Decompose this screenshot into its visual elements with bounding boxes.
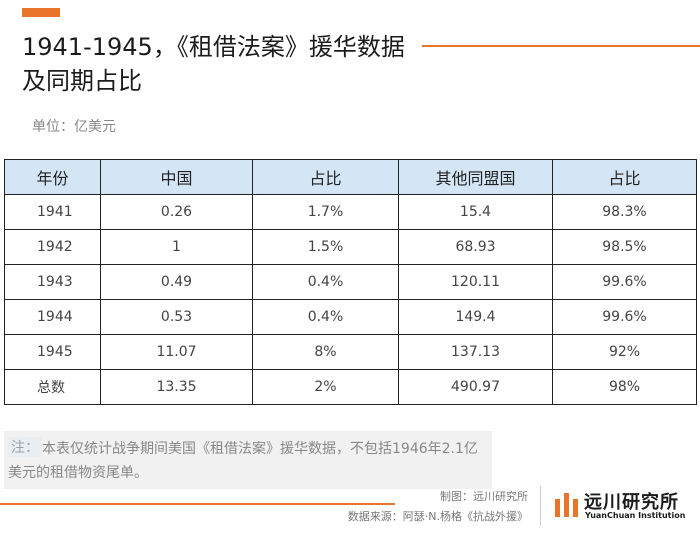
cell-china: 13.35	[100, 369, 253, 405]
cell-year: 总数	[4, 369, 101, 405]
chart-maker-credit: 制图：远川研究所	[440, 490, 528, 503]
column-header-year: 年份	[4, 159, 101, 195]
cell-china: 0.53	[100, 299, 253, 335]
footer-accent-line	[0, 503, 395, 505]
column-header-allies-share: 占比	[552, 159, 697, 195]
cell-other-allies: 15.4	[398, 194, 553, 230]
unit-label: 单位：亿美元	[32, 119, 116, 135]
cell-china-share: 0.4%	[252, 264, 399, 300]
table-row: 1945 11.07 8% 137.13 92%	[4, 334, 697, 370]
cell-china-share: 0.4%	[252, 299, 399, 335]
cell-other-allies: 137.13	[398, 334, 553, 370]
table-row: 1943 0.49 0.4% 120.11 99.6%	[4, 264, 697, 300]
cell-other-allies: 149.4	[398, 299, 553, 335]
cell-allies-share: 98.3%	[552, 194, 697, 230]
cell-other-allies: 120.11	[398, 264, 553, 300]
cell-china-share: 1.5%	[252, 229, 399, 265]
cell-year: 1944	[4, 299, 101, 335]
table-header-row: 年份 中国 占比 其他同盟国 占比	[4, 159, 697, 195]
note-text: 本表仅统计战争期间美国《租借法案》援华数据，不包括1946年2.1亿美元的租借物…	[8, 441, 478, 481]
data-source-credit: 数据来源：阿瑟·N.杨格《抗战外援》	[347, 510, 528, 523]
table-row: 1941 0.26 1.7% 15.4 98.3%	[4, 194, 697, 230]
data-table: 年份 中国 占比 其他同盟国 占比 1941 0.26 1.7% 15.4 98…	[4, 159, 697, 405]
cell-year: 1945	[4, 334, 101, 370]
cell-year: 1942	[4, 229, 101, 265]
cell-china-share: 8%	[252, 334, 399, 370]
cell-allies-share: 92%	[552, 334, 697, 370]
page-title: 1941-1945，《租借法案》援华数据及同期占比	[22, 33, 405, 95]
cell-china: 1	[100, 229, 253, 265]
cell-china-share: 1.7%	[252, 194, 399, 230]
column-header-china-share: 占比	[252, 159, 399, 195]
cell-allies-share: 99.6%	[552, 264, 697, 300]
table-row: 1942 1 1.5% 68.93 98.5%	[4, 229, 697, 265]
cell-china: 11.07	[100, 334, 253, 370]
note-box: 本表仅统计战争期间美国《租借法案》援华数据，不包括1946年2.1亿美元的租借物…	[4, 431, 492, 489]
cell-other-allies: 68.93	[398, 229, 553, 265]
column-header-china: 中国	[100, 159, 253, 195]
table-row-total: 总数 13.35 2% 490.97 98%	[4, 369, 697, 405]
column-header-other-allies: 其他同盟国	[398, 159, 553, 195]
note-label: 注：	[8, 437, 42, 457]
logo-text-cn: 远川研究所	[584, 492, 679, 513]
title-divider-line	[422, 45, 700, 47]
table-row: 1944 0.53 0.4% 149.4 99.6%	[4, 299, 697, 335]
cell-year: 1943	[4, 264, 101, 300]
cell-china-share: 2%	[252, 369, 399, 405]
cell-allies-share: 99.6%	[552, 299, 697, 335]
yuanchuan-logo-icon	[555, 493, 578, 517]
cell-china: 0.26	[100, 194, 253, 230]
cell-other-allies: 490.97	[398, 369, 553, 405]
cell-allies-share: 98.5%	[552, 229, 697, 265]
cell-china: 0.49	[100, 264, 253, 300]
top-accent-bar	[22, 8, 60, 17]
logo-text-en: YuanChuan Institution	[585, 511, 686, 520]
cell-allies-share: 98%	[552, 369, 697, 405]
footer-divider	[540, 486, 541, 526]
cell-year: 1941	[4, 194, 101, 230]
